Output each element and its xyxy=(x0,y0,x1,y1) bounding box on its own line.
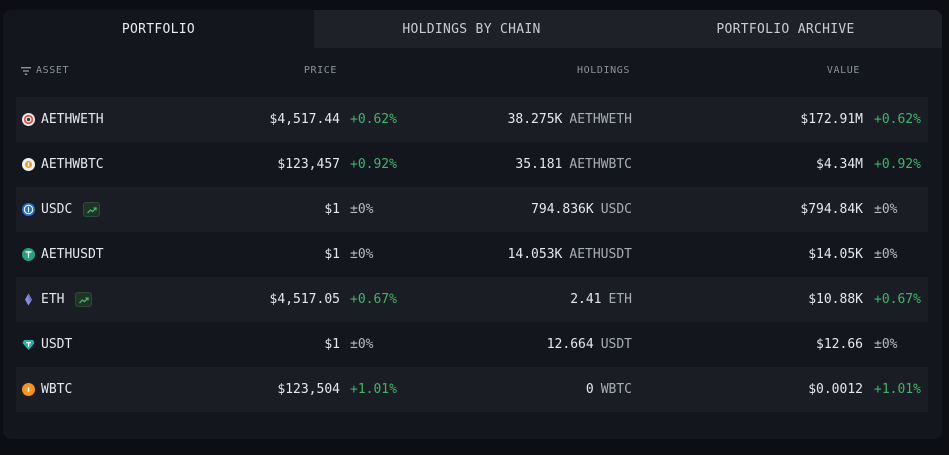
tab-bar: PORTFOLIO HOLDINGS BY CHAIN PORTFOLIO AR… xyxy=(3,10,942,48)
price-change: +1.01% xyxy=(350,382,397,397)
value-change: +0.62% xyxy=(874,112,921,127)
holdings-symbol: USDC xyxy=(600,202,632,217)
value-cell: $794.84K xyxy=(800,202,863,217)
table-row[interactable]: ETH $4,517.05 +0.67% 2.41 ETH $10.88K +0… xyxy=(16,277,928,322)
table-row[interactable]: USDT $1 ±0% 12.664 USDT $12.66 ±0% xyxy=(16,322,928,367)
value-column-header[interactable]: VALUE xyxy=(826,65,860,76)
price-cell: $1 xyxy=(324,337,340,352)
asset-cell[interactable]: AETHWETH xyxy=(22,97,104,142)
wbtc-coin-icon xyxy=(22,158,35,171)
price-change: +0.62% xyxy=(350,112,397,127)
portfolio-panel: PORTFOLIO HOLDINGS BY CHAIN PORTFOLIO AR… xyxy=(3,10,942,439)
sort-filter-icon xyxy=(21,66,31,75)
asset-symbol: AETHWETH xyxy=(41,112,104,127)
asset-cell[interactable]: AETHWBTC xyxy=(22,142,104,187)
holdings-cell: 2.41 ETH xyxy=(570,277,632,322)
trending-up-icon xyxy=(86,206,97,213)
value-cell: $10.88K xyxy=(808,292,863,307)
price-cell: $4,517.05 xyxy=(269,292,340,307)
holdings-cell: 0 WBTC xyxy=(586,367,632,412)
holdings-amount: 38.275K xyxy=(507,112,563,127)
eth-diamond-icon xyxy=(25,293,32,306)
tab-portfolio-archive[interactable]: PORTFOLIO ARCHIVE xyxy=(629,10,942,48)
table-row[interactable]: USDC $1 ±0% 794.836K USDC $794.84K ±0% xyxy=(16,187,928,232)
holdings-cell: 14.053K AETHUSDT xyxy=(508,232,632,277)
table-header: ASSET PRICE HOLDINGS VALUE xyxy=(3,48,942,100)
value-change: ±0% xyxy=(874,202,898,217)
price-column-header[interactable]: PRICE xyxy=(303,65,337,76)
holdings-cell: 35.181 AETHWBTC xyxy=(515,142,632,187)
holdings-symbol: USDT xyxy=(600,337,632,352)
asset-cell[interactable]: USDC xyxy=(22,187,101,232)
price-cell: $123,457 xyxy=(277,157,340,172)
value-change: ±0% xyxy=(874,247,898,262)
holdings-symbol: ETH xyxy=(608,292,632,307)
asset-cell[interactable]: USDT xyxy=(22,322,72,367)
price-change: ±0% xyxy=(350,337,374,352)
asset-table-body: AETHWETH $4,517.44 +0.62% 38.275K AETHWE… xyxy=(16,97,928,412)
price-cell: $123,504 xyxy=(277,382,340,397)
holdings-amount: 12.664 xyxy=(546,337,594,352)
asset-symbol: ETH xyxy=(41,292,65,307)
price-change: ±0% xyxy=(350,202,374,217)
price-cell: $1 xyxy=(324,202,340,217)
asset-symbol: USDT xyxy=(41,337,73,352)
asset-column-header[interactable]: ASSET xyxy=(21,65,69,76)
value-change: +0.67% xyxy=(874,292,921,307)
holdings-symbol: AETHWETH xyxy=(569,112,632,127)
holdings-cell: 794.836K USDC xyxy=(531,187,632,232)
holdings-amount: 14.053K xyxy=(507,247,563,262)
value-cell: $12.66 xyxy=(816,337,863,352)
asset-column-label: ASSET xyxy=(36,65,70,76)
asset-symbol: USDC xyxy=(41,202,73,217)
trending-badge[interactable] xyxy=(75,292,93,307)
asset-symbol: AETHUSDT xyxy=(41,247,104,262)
holdings-symbol: WBTC xyxy=(600,382,632,397)
holdings-cell: 38.275K AETHWETH xyxy=(508,97,632,142)
value-change: +0.92% xyxy=(874,157,921,172)
holdings-cell: 12.664 USDT xyxy=(547,322,632,367)
trending-up-icon xyxy=(79,296,89,303)
usdc-coin-icon xyxy=(22,203,35,216)
price-cell: $1 xyxy=(324,247,340,262)
value-cell: $14.05K xyxy=(808,247,863,262)
table-row[interactable]: WBTC $123,504 +1.01% 0 WBTC $0.0012 +1.0… xyxy=(16,367,928,412)
asset-symbol: AETHWBTC xyxy=(41,157,104,172)
value-cell: $4.34M xyxy=(816,157,863,172)
holdings-amount: 0 xyxy=(585,382,594,397)
holdings-amount: 2.41 xyxy=(570,292,602,307)
holdings-amount: 35.181 xyxy=(515,157,563,172)
asset-cell[interactable]: AETHUSDT xyxy=(22,232,104,277)
value-change: +1.01% xyxy=(874,382,921,397)
tab-holdings-by-chain[interactable]: HOLDINGS BY CHAIN xyxy=(314,10,629,48)
asset-cell[interactable]: WBTC xyxy=(22,367,72,412)
value-cell: $172.91M xyxy=(800,112,863,127)
table-row[interactable]: AETHWETH $4,517.44 +0.62% 38.275K AETHWE… xyxy=(16,97,928,142)
weth-coin-icon xyxy=(22,113,35,126)
usdt-coin-icon xyxy=(22,248,35,261)
asset-cell[interactable]: ETH xyxy=(22,277,93,322)
wbtc-coin-icon xyxy=(22,383,35,396)
holdings-column-header[interactable]: HOLDINGS xyxy=(577,65,630,76)
tab-portfolio[interactable]: PORTFOLIO xyxy=(3,10,314,48)
price-change: +0.67% xyxy=(350,292,397,307)
trending-badge[interactable] xyxy=(83,202,101,217)
value-cell: $0.0012 xyxy=(808,382,863,397)
usdt-gem-icon xyxy=(22,340,35,350)
value-change: ±0% xyxy=(874,337,898,352)
asset-symbol: WBTC xyxy=(41,382,73,397)
holdings-symbol: AETHWBTC xyxy=(569,157,632,172)
holdings-symbol: AETHUSDT xyxy=(569,247,632,262)
table-row[interactable]: AETHUSDT $1 ±0% 14.053K AETHUSDT $14.05K… xyxy=(16,232,928,277)
table-row[interactable]: AETHWBTC $123,457 +0.92% 35.181 AETHWBTC… xyxy=(16,142,928,187)
price-change: +0.92% xyxy=(350,157,397,172)
holdings-amount: 794.836K xyxy=(531,202,594,217)
price-cell: $4,517.44 xyxy=(269,112,340,127)
price-change: ±0% xyxy=(350,247,374,262)
